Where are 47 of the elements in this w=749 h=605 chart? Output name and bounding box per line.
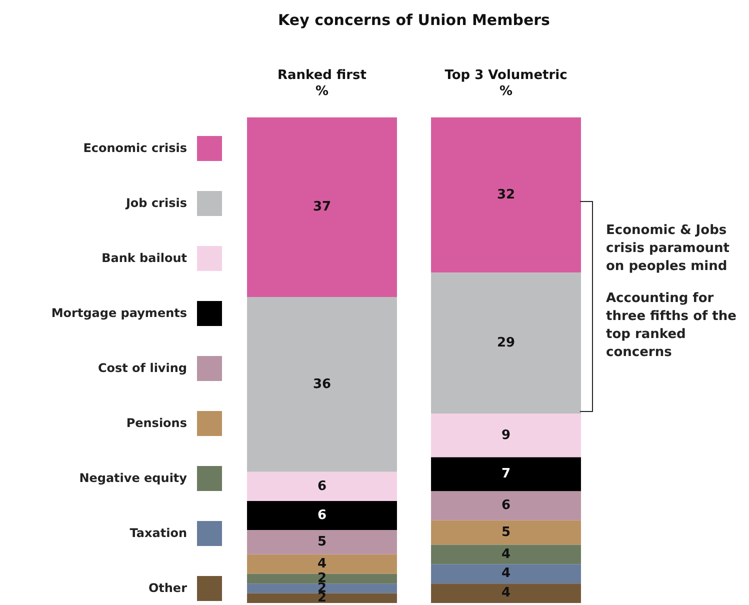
data-label: 4 xyxy=(317,556,327,572)
x-tick-label: Top 3 Volumetric % xyxy=(444,68,568,99)
bar xyxy=(431,414,581,458)
bar xyxy=(247,472,397,501)
bar xyxy=(431,457,581,492)
legend-label: Negative equity xyxy=(79,471,187,485)
bar xyxy=(431,564,581,584)
legend-label: Mortgage payments xyxy=(51,306,187,320)
bar xyxy=(247,574,397,584)
data-label: 9 xyxy=(501,428,511,443)
bar xyxy=(431,117,581,273)
legend-label: Bank bailout xyxy=(102,251,187,265)
x-tick-label: Ranked first % xyxy=(278,68,366,99)
data-label: 4 xyxy=(501,546,511,562)
data-label: 32 xyxy=(496,187,516,202)
data-label: 5 xyxy=(317,534,327,550)
data-label: 4 xyxy=(501,566,511,582)
bar xyxy=(431,544,581,564)
text: Economic & Jobs crisis paramount on peoples mind xyxy=(606,222,730,276)
data-label: 37 xyxy=(312,199,332,214)
text: Accounting for three fifths of the top ranked concerns xyxy=(606,290,738,362)
data-label: 5 xyxy=(501,524,511,540)
data-label: 36 xyxy=(312,376,332,392)
data-label: 7 xyxy=(501,466,511,482)
bar xyxy=(431,272,581,414)
bar xyxy=(431,491,581,520)
data-label: 6 xyxy=(501,498,511,514)
bar xyxy=(247,500,397,530)
bar xyxy=(247,584,397,594)
data-label: 6 xyxy=(317,478,327,494)
data-label: 6 xyxy=(317,508,327,523)
legend-label: Economic crisis xyxy=(83,141,187,155)
bar xyxy=(247,530,397,554)
legend-label: Pensions xyxy=(126,416,187,430)
legend-label: Other xyxy=(148,581,187,595)
data-label: 29 xyxy=(496,335,516,350)
chart-title: Key concerns of Union Members xyxy=(278,10,550,29)
data-label: 4 xyxy=(501,586,511,601)
bar xyxy=(247,296,397,472)
bar xyxy=(431,520,581,545)
legend-label: Job crisis xyxy=(126,196,187,210)
bar xyxy=(431,584,581,603)
legend-label: Taxation xyxy=(130,526,187,540)
bar xyxy=(247,554,397,574)
bar xyxy=(247,593,397,603)
legend-label: Cost of living xyxy=(98,361,187,375)
bar xyxy=(247,117,397,297)
